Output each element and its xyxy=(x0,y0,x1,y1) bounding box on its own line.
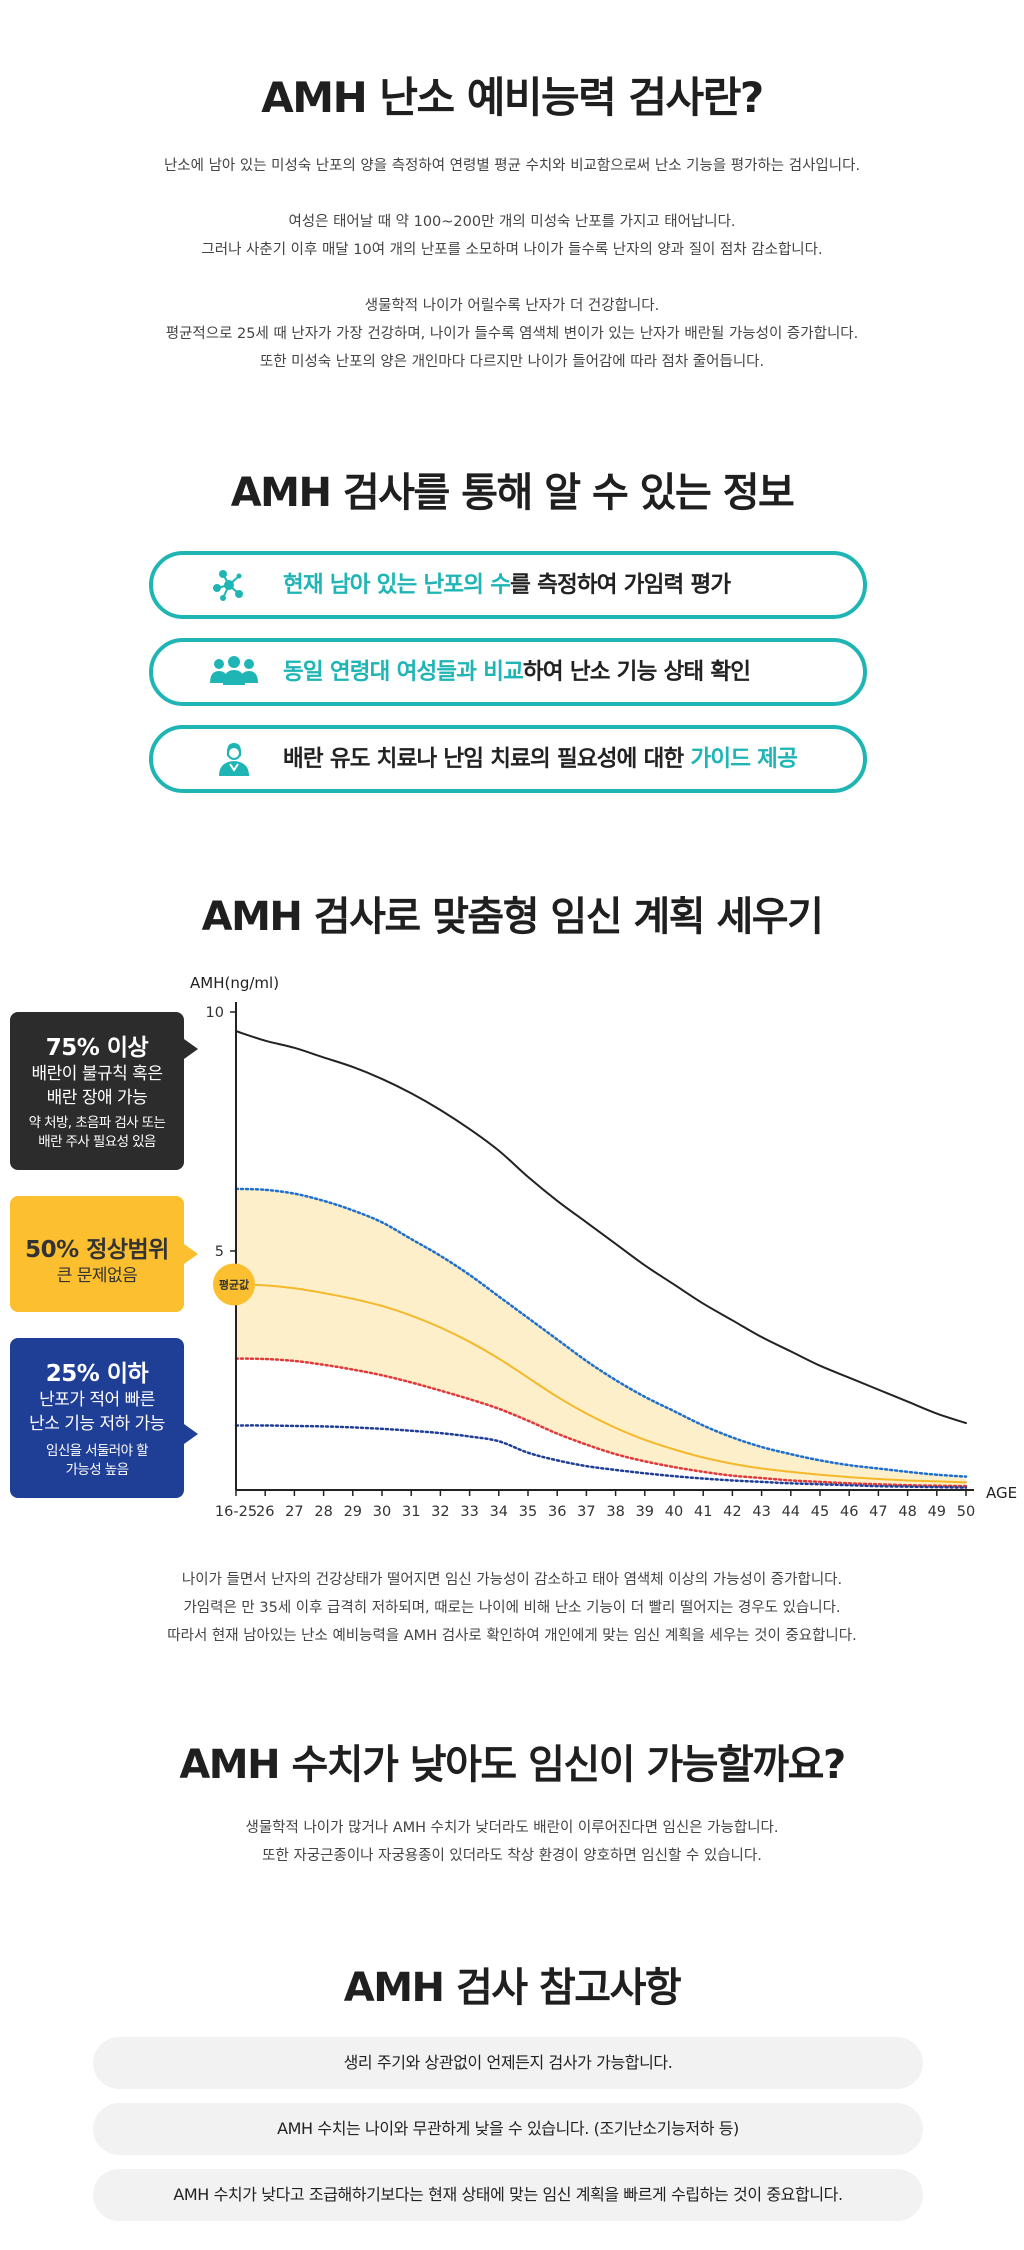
percentile-25-note: 가능성 높음 xyxy=(65,1462,129,1478)
x-tick-label: 46 xyxy=(840,1504,858,1520)
section-title-low-amh: AMH 수치가 낮아도 임신이 가능할까요? xyxy=(179,1742,846,1788)
x-tick-label: 29 xyxy=(344,1504,362,1520)
percentile-75-note: 배란 주사 필요성 있음 xyxy=(38,1134,156,1150)
normal-range-band-area xyxy=(236,1188,966,1487)
intro-paragraph: 난소에 남아 있는 미성숙 난포의 양을 측정하여 연령별 평균 수치와 비교함… xyxy=(0,152,1024,376)
normal-range-band xyxy=(236,1188,966,1487)
reference-item: 생리 주기와 상관없이 언제든지 검사가 가능합니다. xyxy=(93,2037,923,2089)
x-tick-label: 49 xyxy=(928,1504,946,1520)
x-axis-label: AGE xyxy=(986,1484,1017,1502)
x-tick-label: 26 xyxy=(256,1504,274,1520)
text-line: 생물학적 나이가 어릴수록 난자가 더 건강합니다. xyxy=(364,298,660,314)
doctor-icon xyxy=(219,743,249,776)
x-tick-label: 42 xyxy=(723,1504,741,1520)
x-tick-label: 31 xyxy=(402,1504,420,1520)
text-line: 그러나 사춘기 이후 매달 10여 개의 난포를 소모하며 나이가 들수록 난자… xyxy=(201,242,823,258)
percentile-25-desc: 난소 기능 저하 가능 xyxy=(29,1414,165,1434)
x-tick-label: 32 xyxy=(431,1504,449,1520)
percentile-25-box: 25% 이하 난포가 적어 빠른 난소 기능 저하 가능 임신을 서둘러야 할 … xyxy=(10,1338,198,1498)
reference-item: AMH 수치가 낮다고 조급해하기보다는 현재 상태에 맞는 임신 계획을 빠르… xyxy=(93,2169,923,2221)
info-pill-text: 배란 유도 치료나 난임 치료의 필요성에 대한 가이드 제공 xyxy=(283,746,798,772)
text-line: 여성은 태어날 때 약 100~200만 개의 미성숙 난포를 가지고 태어납니… xyxy=(288,214,736,230)
mean-value-badge: 평균값 xyxy=(213,1263,255,1306)
pointer-arrow xyxy=(184,1039,198,1059)
text-line xyxy=(0,180,1024,208)
info-pill-text: 동일 연령대 여성들과 비교하여 난소 기능 상태 확인 xyxy=(283,659,751,685)
y-axis-label: AMH(ng/ml) xyxy=(190,974,279,992)
x-tick-label: 45 xyxy=(811,1504,829,1520)
x-tick-label: 30 xyxy=(373,1504,391,1520)
text-line: 따라서 현재 남아있는 난소 예비능력을 AMH 검사로 확인하여 개인에게 맞… xyxy=(167,1628,857,1644)
x-tick-label: 50 xyxy=(957,1504,975,1520)
section-title-reference: AMH 검사 참고사항 xyxy=(343,1965,682,2011)
x-tick-label: 35 xyxy=(519,1504,537,1520)
x-tick-label: 33 xyxy=(460,1504,478,1520)
x-tick-label: 47 xyxy=(869,1504,887,1520)
y-tick-label: 10 xyxy=(206,1005,224,1021)
chart-axes xyxy=(230,1002,974,1496)
x-tick-label: 38 xyxy=(606,1504,624,1520)
percentile-25-label: 25% 이하 xyxy=(45,1361,149,1387)
x-tick-label: 44 xyxy=(782,1504,800,1520)
text-line: 또한 미성숙 난포의 양은 개인마다 다르지만 나이가 들어감에 따라 점차 줄… xyxy=(259,354,765,370)
text-line: 난소에 남아 있는 미성숙 난포의 양을 측정하여 연령별 평균 수치와 비교함… xyxy=(163,158,861,174)
x-tick-label: 40 xyxy=(665,1504,683,1520)
info-pill-treatment-guide: 배란 유도 치료나 난임 치료의 필요성에 대한 가이드 제공 xyxy=(149,725,867,793)
section-title-pregnancy-plan: AMH 검사로 맞춤형 임신 계획 세우기 xyxy=(201,894,824,940)
series-line-2 xyxy=(235,1283,967,1484)
text-line: 가임력은 만 35세 이후 급격히 저하되며, 때로는 나이에 비해 난소 기능… xyxy=(183,1600,841,1616)
percentile-75-box: 75% 이상 배란이 불규칙 혹은 배란 장애 가능 약 처방, 초음파 검사 … xyxy=(10,1012,198,1170)
text-line xyxy=(0,264,1024,292)
info-pill-age-compare: 동일 연령대 여성들과 비교하여 난소 기능 상태 확인 xyxy=(149,638,867,706)
chart-series xyxy=(234,1030,968,1489)
percentile-75-note: 약 처방, 초음파 검사 또는 xyxy=(28,1115,166,1131)
x-tick-label: 48 xyxy=(898,1504,916,1520)
info-pill-text: 현재 남아 있는 난포의 수를 측정하여 가임력 평가 xyxy=(283,572,731,598)
percentile-75-desc: 배란이 불규칙 혹은 xyxy=(31,1064,163,1084)
people-group-icon xyxy=(210,656,258,685)
text-line: 평균적으로 25세 때 난자가 가장 건강하며, 나이가 들수록 염색체 변이가… xyxy=(165,326,859,342)
percentile-75-desc: 배란 장애 가능 xyxy=(46,1088,148,1108)
x-tick-label: 43 xyxy=(752,1504,770,1520)
percentile-50-desc: 큰 문제없음 xyxy=(56,1266,138,1286)
chart-caption: 나이가 들면서 난자의 건강상태가 떨어지면 임신 가능성이 감소하고 태아 염… xyxy=(0,1566,1024,1650)
y-tick-label: 5 xyxy=(215,1244,224,1260)
text-line: 나이가 들면서 난자의 건강상태가 떨어지면 임신 가능성이 감소하고 태아 염… xyxy=(181,1572,843,1588)
percentile-50-box: 50% 정상범위 큰 문제없음 xyxy=(10,1196,198,1312)
text-line: 생물학적 나이가 많거나 AMH 수치가 낮더라도 배란이 이루어진다면 임신은… xyxy=(245,1820,779,1836)
reference-item: AMH 수치는 나이와 무관하게 낮을 수 있습니다. (조기난소기능저하 등) xyxy=(93,2103,923,2155)
x-tick-label: 34 xyxy=(490,1504,508,1520)
series-line-3 xyxy=(234,1357,968,1488)
percentile-75-label: 75% 이상 xyxy=(45,1035,149,1061)
info-pill-follicle-count: 현재 남아 있는 난포의 수를 측정하여 가임력 평가 xyxy=(149,551,867,619)
molecule-icon xyxy=(213,570,243,601)
x-tick-label: 41 xyxy=(694,1504,712,1520)
series-line-1 xyxy=(234,1187,968,1478)
section-title-info: AMH 검사를 통해 알 수 있는 정보 xyxy=(230,470,795,516)
x-tick-label: 28 xyxy=(314,1504,332,1520)
pointer-arrow xyxy=(184,1424,198,1444)
percentile-50-label: 50% 정상범위 xyxy=(25,1237,169,1263)
svg-text:평균값: 평균값 xyxy=(219,1277,249,1291)
text-line: 또한 자궁근종이나 자궁용종이 있더라도 착상 환경이 양호하면 임신할 수 있… xyxy=(262,1848,762,1864)
percentile-25-desc: 난포가 적어 빠른 xyxy=(39,1390,155,1410)
x-tick-label: 36 xyxy=(548,1504,566,1520)
pointer-arrow xyxy=(184,1244,198,1264)
percentile-25-note: 임신을 서둘러야 할 xyxy=(46,1443,149,1459)
x-tick-label: 27 xyxy=(285,1504,303,1520)
x-tick-label: 37 xyxy=(577,1504,595,1520)
series-line-4 xyxy=(234,1424,968,1489)
low-amh-paragraph: 생물학적 나이가 많거나 AMH 수치가 낮더라도 배란이 이루어진다면 임신은… xyxy=(0,1814,1024,1870)
x-tick-label: 39 xyxy=(636,1504,654,1520)
x-tick-label: 16-25 xyxy=(215,1504,257,1520)
section-title-amh-test: AMH 난소 예비능력 검사란? xyxy=(261,73,764,122)
series-line-0 xyxy=(235,1030,967,1425)
